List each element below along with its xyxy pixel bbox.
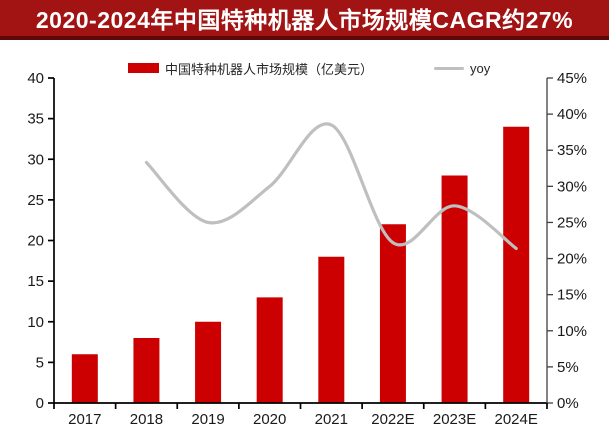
- left-axis-tick-label: 15: [27, 273, 44, 290]
- right-axis-tick-label: 5%: [557, 359, 579, 376]
- bar-2020: [256, 297, 283, 403]
- bar-2021: [318, 256, 345, 403]
- right-axis-tick-label: 15%: [557, 287, 587, 304]
- chart-title: 2020-2024年中国特种机器人市场规模CAGR约27%: [35, 7, 574, 33]
- right-axis-tick-label: 40%: [557, 106, 587, 123]
- bar-2022E: [379, 224, 406, 403]
- left-axis-tick-label: 35: [27, 111, 44, 128]
- x-axis-category-label: 2022E: [371, 411, 414, 428]
- right-axis-tick-label: 10%: [557, 323, 587, 340]
- left-axis-tick-label: 30: [27, 151, 44, 168]
- x-axis-category-label: 2018: [130, 411, 163, 428]
- x-axis-category-label: 2023E: [433, 411, 476, 428]
- right-axis-tick-label: 25%: [557, 214, 587, 231]
- bar-2017: [71, 354, 98, 403]
- left-axis-tick-label: 10: [27, 314, 44, 331]
- chart-title-banner: 2020-2024年中国特种机器人市场规模CAGR约27%: [0, 0, 609, 40]
- x-axis-category-label: 2019: [191, 411, 224, 428]
- right-axis-tick-label: 0%: [557, 395, 579, 412]
- right-axis-tick-label: 45%: [557, 70, 587, 87]
- x-axis-category-label: 2020: [253, 411, 286, 428]
- bar-2024E: [503, 126, 530, 403]
- right-axis-tick-label: 20%: [557, 251, 587, 268]
- x-axis-category-label: 2017: [68, 411, 101, 428]
- left-axis-tick-label: 20: [27, 233, 44, 250]
- right-axis-tick-label: 30%: [557, 178, 587, 195]
- x-axis-category-label: 2021: [315, 411, 348, 428]
- right-axis-tick-label: 35%: [557, 142, 587, 159]
- left-axis-tick-label: 40: [27, 70, 44, 87]
- left-axis-tick-label: 5: [36, 354, 44, 371]
- bar-2018: [133, 338, 160, 403]
- yoy-line: [144, 122, 518, 251]
- bar-2023E: [441, 175, 468, 403]
- left-axis-tick-label: 0: [36, 395, 44, 412]
- left-axis-tick-label: 25: [27, 192, 44, 209]
- x-axis-category-label: 2024E: [495, 411, 538, 428]
- bar-2019: [195, 321, 222, 403]
